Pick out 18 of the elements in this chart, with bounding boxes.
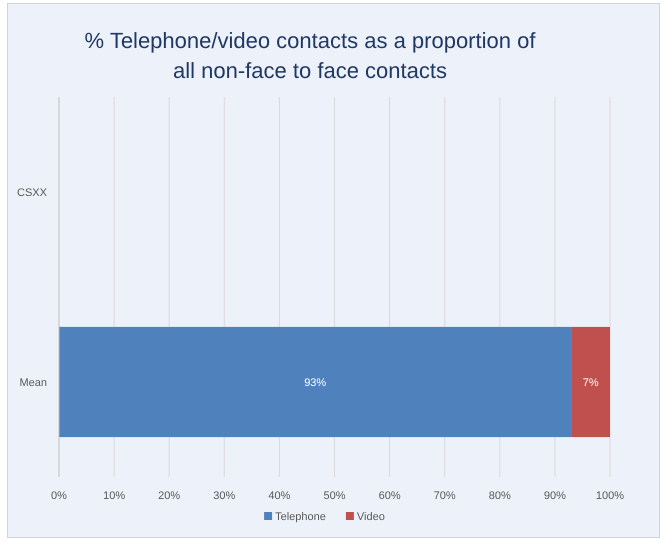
chart-title: % Telephone/video contacts as a proportion of all non-face to face contacts [84, 28, 536, 83]
x-tick-label: 60% [378, 490, 401, 502]
legend-label: Video [356, 511, 385, 523]
y-tick-label: Mean [19, 376, 47, 389]
data-label: 93% [304, 376, 326, 389]
x-tick-label: 30% [213, 490, 236, 502]
data-label: 7% [582, 376, 599, 389]
y-tick-label: CSXX [17, 186, 48, 199]
x-tick-label: 0% [51, 490, 68, 502]
x-tick-label: 90% [544, 490, 566, 502]
x-tick-label: 40% [268, 490, 291, 502]
x-tick-label: 80% [488, 490, 512, 502]
x-tick-label: 70% [434, 490, 456, 502]
x-tick-label: 100% [596, 490, 624, 502]
legend-label: Telephone [275, 511, 326, 523]
x-tick-label: 50% [323, 490, 346, 502]
x-tick-label: 10% [103, 490, 126, 502]
x-tick-label: 20% [158, 490, 180, 502]
